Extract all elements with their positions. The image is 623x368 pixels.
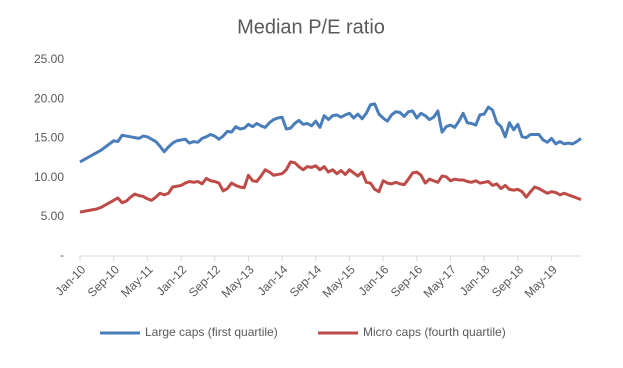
- y-tick-label: 15.00: [34, 131, 64, 145]
- chart-title: Median P/E ratio: [237, 16, 385, 38]
- y-tick-label: 25.00: [34, 52, 64, 66]
- series-line: [79, 102, 582, 164]
- y-tick-label: -: [60, 248, 64, 262]
- y-tick-label: 10.00: [34, 170, 64, 184]
- y-tick-label: 5.00: [41, 209, 65, 223]
- y-tick-label: 20.00: [34, 91, 64, 105]
- legend-label: Micro caps (fourth quartile): [363, 325, 506, 339]
- series-line: [79, 160, 582, 214]
- legend-label: Large caps (first quartile): [145, 325, 278, 339]
